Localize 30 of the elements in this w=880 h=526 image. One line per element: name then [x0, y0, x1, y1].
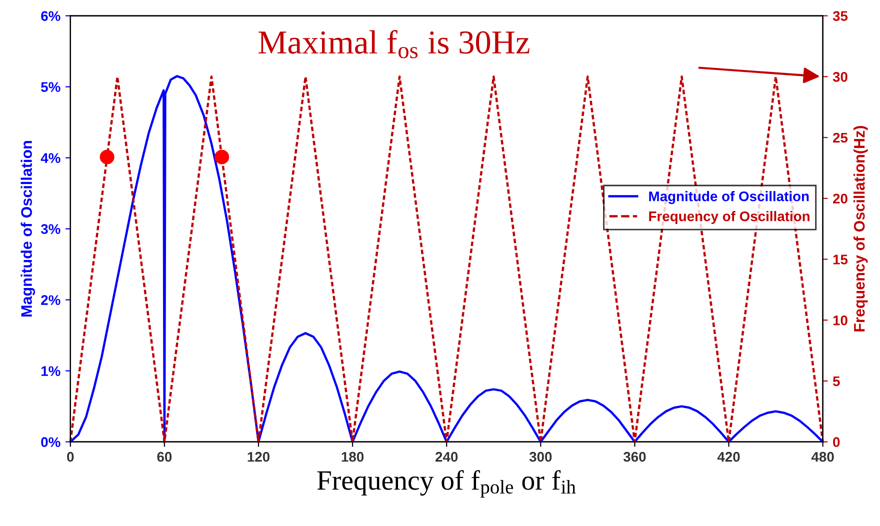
y2-tick-label: 0 — [833, 437, 840, 448]
y-tick-label: 4% — [40, 153, 60, 163]
y2-tick-label: 30 — [832, 72, 848, 82]
y-axis-title: Magnitude of Oscillation — [20, 141, 36, 316]
y-tick-label: 2% — [41, 295, 60, 305]
y2-tick-label: 15 — [833, 254, 848, 264]
y2-tick-label: 10 — [833, 315, 848, 326]
y2-axis-title: Frequency of Oscillation(Hz) — [854, 126, 868, 332]
y2-tick-label: 5 — [832, 376, 840, 386]
x-axis-title: Frequency of f$_{pole}$ or f$_{ih}$ — [317, 470, 576, 498]
x-tick-label: 180 — [342, 452, 364, 462]
x-tick-label: 480 — [811, 452, 834, 462]
y-tick-label: 6% — [41, 11, 60, 21]
x-tick-label: 60 — [157, 452, 172, 462]
y2-tick-label: 25 — [833, 132, 848, 143]
x-tick-label: 240 — [435, 452, 458, 462]
x-tick-label: 300 — [529, 452, 552, 462]
legend-label: Magnitude of Oscillation — [649, 191, 809, 204]
annotation: Maximal f$_{os}$ is 30Hz — [258, 30, 530, 58]
y-tick-label: 3% — [40, 224, 60, 234]
legend-label: Frequency of Oscillation — [649, 211, 810, 224]
x-tick-label: 120 — [248, 452, 270, 462]
y2-tick-label: 35 — [832, 11, 848, 21]
x-tick-label: 360 — [623, 452, 646, 462]
y-tick-label: 0% — [41, 437, 60, 448]
y-tick-label: 5% — [41, 82, 60, 92]
y-tick-label: 1% — [41, 366, 60, 376]
x-tick-label: 420 — [717, 452, 740, 462]
x-tick-label: 0 — [67, 452, 74, 462]
y2-tick-label: 20 — [833, 194, 848, 204]
